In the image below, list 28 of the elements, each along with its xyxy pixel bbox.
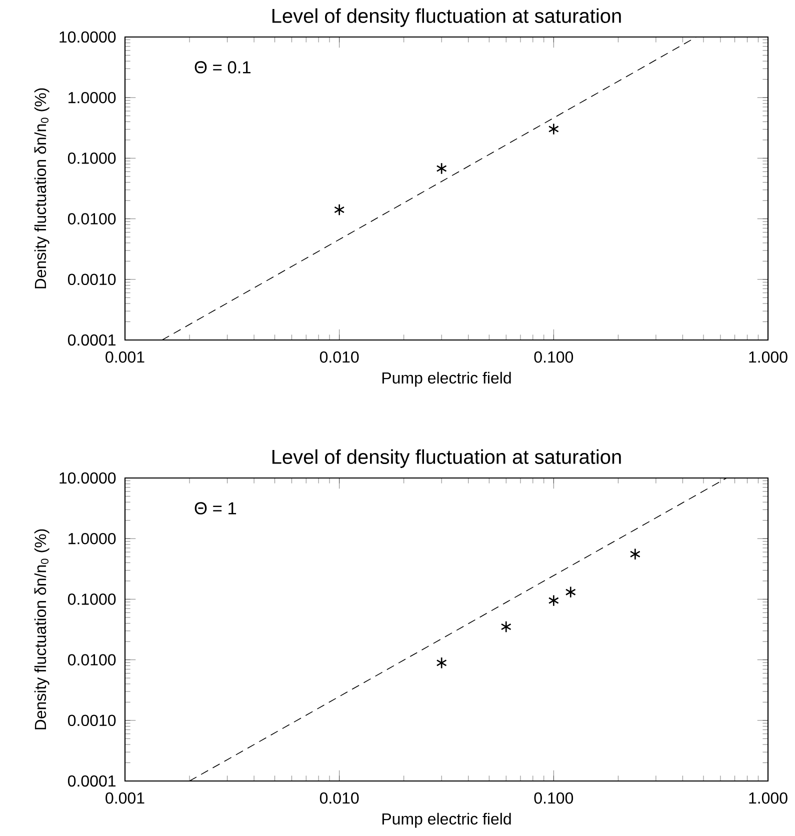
- y-tick-label: 1.0000: [68, 92, 116, 104]
- y-tick-label: 0.0010: [68, 714, 116, 726]
- chart-title: Level of density fluctuation at saturation: [272, 8, 621, 27]
- chart-title: Level of density fluctuation at saturation: [272, 449, 621, 468]
- y-axis-title: Density fluctuation δn/n$_{0}$ (%): [34, 529, 50, 730]
- x-axis-title: Pump electric field: [382, 812, 511, 828]
- x-tick-label: 0.100: [534, 792, 574, 804]
- x-tick-label: 0.010: [320, 792, 359, 804]
- y-tick-label: 0.0001: [68, 334, 116, 346]
- annotation: Θ = 1: [194, 502, 236, 514]
- y-tick-label: 1.0000: [68, 532, 116, 544]
- y-tick-label: 10.0000: [60, 472, 116, 484]
- x-tick-label: 0.001: [106, 792, 144, 804]
- y-axis-title: Density fluctuation δn/n$_{0}$ (%): [34, 88, 50, 288]
- x-tick-label: 0.001: [106, 351, 144, 363]
- y-tick-label: 0.1000: [68, 594, 116, 605]
- y-tick-label: 10.0000: [60, 31, 116, 43]
- x-tick-label: 1.000: [749, 792, 788, 804]
- x-tick-label: 0.100: [534, 351, 574, 363]
- x-axis-title: Pump electric field: [382, 372, 511, 387]
- y-tick-label: 0.0100: [68, 654, 116, 666]
- y-tick-label: 0.1000: [68, 152, 116, 164]
- annotation: Θ = 0.1: [194, 61, 250, 74]
- x-tick-label: 1.000: [749, 351, 788, 363]
- y-tick-label: 0.0100: [68, 213, 116, 224]
- y-tick-label: 0.0001: [68, 775, 116, 787]
- y-tick-label: 0.0010: [68, 274, 116, 286]
- x-tick-label: 0.010: [320, 351, 359, 363]
